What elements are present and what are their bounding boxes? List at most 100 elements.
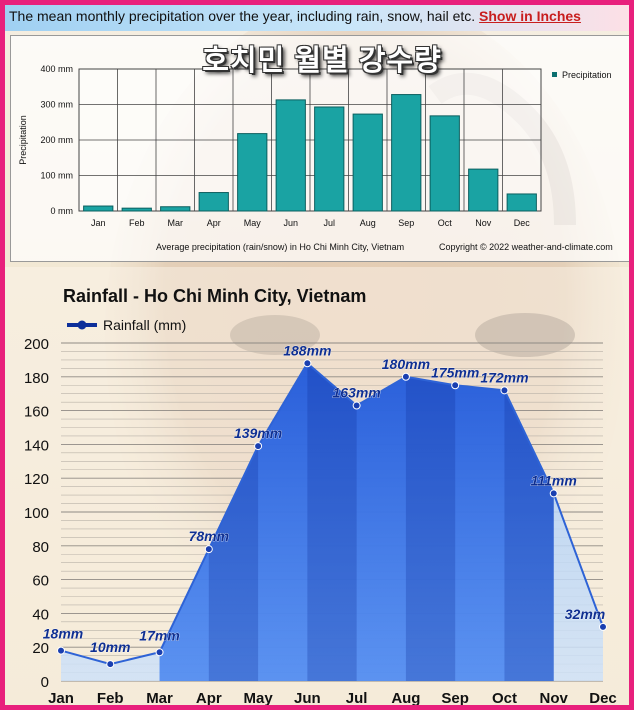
x-tick-label: Apr bbox=[207, 218, 221, 228]
x-tick-label: Aug bbox=[391, 690, 420, 707]
y-tick-label: 100 bbox=[24, 505, 49, 522]
x-tick-label: May bbox=[244, 218, 262, 228]
area-main-fill bbox=[159, 363, 554, 681]
x-tick-label: Apr bbox=[196, 690, 222, 707]
x-tick-label: Nov bbox=[475, 218, 492, 228]
info-note-text: The mean monthly precipitation over the … bbox=[9, 8, 476, 24]
korean-title: 호치민 월별 강수량 bbox=[202, 45, 442, 77]
data-label-dec: 32mm bbox=[565, 606, 605, 622]
x-tick-label: Mar bbox=[146, 690, 173, 707]
legend-label: Precipitation bbox=[562, 70, 612, 80]
show-in-inches-link[interactable]: Show in Inches bbox=[479, 8, 581, 24]
caption: Average precipitation (rain/snow) in Ho … bbox=[156, 242, 404, 252]
bar-jun bbox=[275, 99, 306, 212]
data-point-apr bbox=[204, 545, 213, 554]
bar-aug bbox=[352, 113, 383, 212]
data-point-jul bbox=[352, 401, 361, 410]
y-tick-label: 120 bbox=[24, 471, 49, 488]
bar-dec bbox=[506, 193, 537, 212]
bar-mar bbox=[160, 206, 191, 212]
y-tick-label: 300 mm bbox=[40, 100, 73, 110]
data-point-sep bbox=[451, 381, 460, 390]
y-tick-label: 180 bbox=[24, 370, 49, 387]
data-point-feb bbox=[106, 660, 115, 669]
chart-title: Rainfall - Ho Chi Minh City, Vietnam bbox=[63, 286, 366, 306]
data-point-jun bbox=[303, 359, 312, 368]
x-tick-label: Nov bbox=[540, 690, 569, 707]
bar-oct bbox=[429, 115, 460, 212]
x-tick-label: Jun bbox=[294, 690, 321, 707]
precipitation-bar-chart: 0 mm 100 mm 200 mm 300 mm 400 mm Jan Feb Mar Apr… bbox=[10, 35, 629, 262]
x-tick-label: Jul bbox=[346, 690, 368, 707]
x-tick-label: Oct bbox=[492, 690, 517, 707]
x-tick-label: Jan bbox=[91, 218, 106, 228]
bar-feb bbox=[121, 207, 152, 212]
bar-jul bbox=[314, 106, 345, 212]
x-tick-label: Dec bbox=[514, 218, 531, 228]
data-label-mar: 17mm bbox=[139, 627, 179, 643]
data-point-mar bbox=[155, 648, 164, 657]
series-line bbox=[60, 361, 604, 666]
bar-sep bbox=[391, 94, 422, 212]
data-label-may: 139mm bbox=[234, 425, 282, 441]
y-tick-label: 160 bbox=[24, 404, 49, 421]
bar-may bbox=[237, 133, 268, 212]
data-label-oct: 172mm bbox=[480, 369, 528, 385]
y-tick-label: 140 bbox=[24, 437, 49, 454]
area-band bbox=[307, 363, 357, 681]
legend-swatch bbox=[552, 72, 557, 77]
y-tick-label: 20 bbox=[32, 640, 49, 657]
data-point-oct bbox=[500, 386, 509, 395]
y-tick-label: 80 bbox=[32, 539, 49, 556]
area-chart-svg: 0 20 40 60 80 100 120 140 160 180 200 18mm Jan 10mm Fe… bbox=[5, 267, 629, 707]
data-label-jul: 163mm bbox=[333, 385, 381, 401]
data-point-may bbox=[254, 442, 263, 451]
data-point-aug bbox=[401, 372, 410, 381]
rainfall-area-chart: 0 20 40 60 80 100 120 140 160 180 200 18mm Jan 10mm Fe… bbox=[5, 267, 629, 707]
y-tick-label: 200 bbox=[24, 336, 49, 353]
x-tick-label: Jun bbox=[283, 218, 298, 228]
data-point-nov bbox=[549, 489, 558, 498]
y-tick-label: 40 bbox=[32, 606, 49, 623]
x-tick-label: Jul bbox=[323, 218, 335, 228]
area-band bbox=[504, 390, 554, 681]
x-tick-label: Sep bbox=[398, 218, 414, 228]
y-tick-label: 60 bbox=[32, 573, 49, 590]
x-tick-label: Feb bbox=[129, 218, 145, 228]
bar-jan bbox=[83, 205, 114, 212]
bar-nov bbox=[468, 168, 499, 212]
x-tick-label: Jan bbox=[48, 690, 74, 707]
y-tick-label: 400 mm bbox=[40, 64, 73, 74]
area-band bbox=[208, 446, 259, 681]
area-band bbox=[405, 376, 456, 681]
y-tick-label: 0 mm bbox=[51, 206, 74, 216]
x-tick-label: Oct bbox=[438, 218, 453, 228]
legend-label: Rainfall (mm) bbox=[103, 317, 186, 333]
bar-chart-svg: 0 mm 100 mm 200 mm 300 mm 400 mm Jan Feb Mar Apr… bbox=[18, 64, 613, 252]
y-tick-label: 100 mm bbox=[40, 171, 73, 181]
data-point-jan bbox=[57, 646, 65, 655]
x-tick-label: Aug bbox=[360, 218, 376, 228]
data-label-jan: 18mm bbox=[43, 626, 83, 642]
x-tick-label: May bbox=[243, 690, 273, 707]
y-tick-label: 200 mm bbox=[40, 135, 73, 145]
x-tick-label: Sep bbox=[441, 690, 469, 707]
data-label-nov: 111mm bbox=[531, 472, 577, 488]
info-bar: The mean monthly precipitation over the … bbox=[5, 5, 629, 31]
y-tick-label: 0 bbox=[41, 674, 49, 691]
x-tick-label: Mar bbox=[168, 218, 184, 228]
bar-apr bbox=[198, 192, 229, 212]
data-label-apr: 78mm bbox=[189, 528, 229, 544]
x-tick-label: Feb bbox=[97, 690, 124, 707]
legend-marker bbox=[77, 320, 87, 330]
data-label-aug: 180mm bbox=[382, 356, 430, 372]
y-axis-label: Precipitation bbox=[18, 115, 28, 165]
data-label-jun: 188mm bbox=[283, 342, 331, 358]
info-note: The mean monthly precipitation over the … bbox=[9, 8, 581, 24]
data-label-sep: 175mm bbox=[431, 364, 479, 380]
x-tick-label: Dec bbox=[589, 690, 617, 707]
data-label-feb: 10mm bbox=[90, 639, 130, 655]
copyright: Copyright © 2022 weather-and-climate.com bbox=[439, 242, 613, 252]
data-point-dec bbox=[599, 622, 607, 631]
